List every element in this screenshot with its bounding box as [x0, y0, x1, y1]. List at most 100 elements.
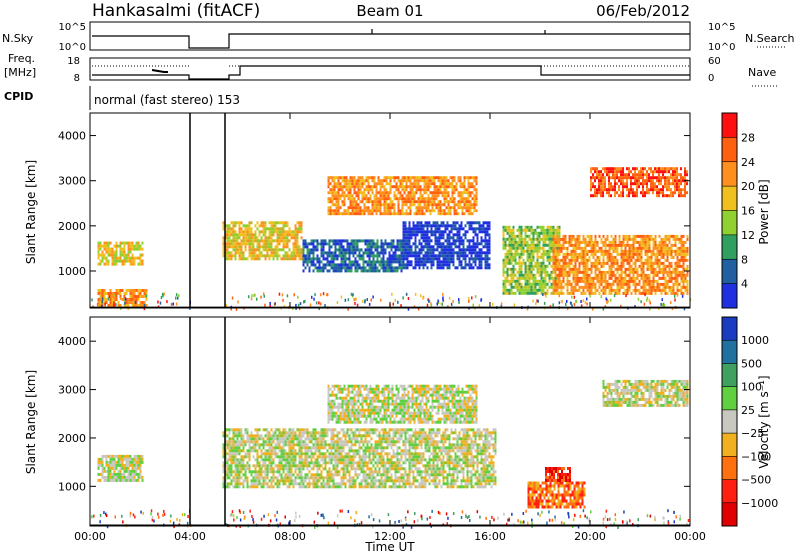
data-cell	[464, 254, 467, 258]
noise-cell	[471, 296, 473, 300]
data-cell	[528, 261, 531, 265]
data-cell	[379, 209, 382, 213]
data-cell	[660, 255, 663, 259]
data-cell	[604, 279, 607, 283]
data-cell	[528, 252, 531, 256]
data-cell	[592, 261, 595, 265]
data-cell	[109, 469, 112, 473]
data-cell	[616, 246, 619, 250]
data-cell	[590, 285, 593, 289]
data-cell	[445, 188, 448, 192]
data-cell	[280, 239, 283, 243]
data-cell	[594, 273, 597, 277]
data-cell	[458, 230, 461, 234]
data-cell	[462, 242, 465, 246]
data-cell	[542, 288, 545, 292]
data-cell	[594, 243, 597, 247]
data-cell	[608, 185, 610, 189]
data-cell	[536, 240, 539, 244]
data-cell	[456, 227, 459, 231]
data-cell	[570, 270, 573, 274]
data-cell	[119, 289, 122, 292]
data-cell	[419, 203, 422, 207]
data-cell	[226, 440, 229, 444]
noise-cell	[309, 303, 312, 307]
data-cell	[454, 239, 457, 243]
data-cell	[111, 472, 114, 476]
data-cell	[614, 258, 617, 262]
data-cell	[276, 257, 279, 261]
data-cell	[434, 227, 437, 231]
data-cell	[117, 475, 120, 479]
data-cell	[672, 234, 675, 238]
data-cell	[618, 276, 621, 280]
data-cell	[103, 298, 106, 301]
data-cell	[333, 203, 336, 207]
data-cell	[432, 251, 435, 255]
data-cell	[526, 243, 529, 247]
data-cell	[640, 167, 642, 171]
data-cell	[450, 257, 453, 261]
data-cell	[562, 243, 565, 247]
data-cell	[133, 463, 136, 467]
data-cell	[528, 285, 531, 289]
data-cell	[357, 194, 360, 198]
data-cell	[99, 247, 102, 251]
data-cell	[441, 179, 444, 183]
data-cell	[242, 254, 245, 258]
data-cell	[337, 182, 340, 186]
data-cell	[430, 266, 433, 270]
data-cell	[389, 179, 392, 183]
data-cell	[284, 242, 287, 246]
data-cell	[131, 469, 134, 473]
data-cell	[335, 200, 338, 204]
data-cell	[644, 173, 646, 177]
data-cell	[392, 266, 395, 270]
data-cell	[510, 228, 513, 232]
data-cell	[592, 194, 594, 198]
data-cell	[568, 270, 571, 274]
data-cell	[115, 463, 118, 467]
data-cell	[666, 194, 668, 198]
data-cell	[618, 252, 621, 256]
data-cell	[600, 276, 603, 280]
data-cell	[506, 261, 509, 265]
data-cell	[512, 279, 515, 283]
data-cell	[127, 454, 130, 458]
data-cell	[395, 176, 398, 180]
noise-cell	[420, 294, 422, 298]
data-cell	[455, 185, 458, 189]
data-cell	[236, 446, 239, 450]
data-cell	[676, 273, 679, 277]
data-cell	[532, 288, 535, 292]
data-cell	[404, 251, 407, 255]
data-cell	[361, 182, 364, 186]
data-cell	[646, 282, 649, 286]
data-cell	[266, 248, 269, 252]
data-cell	[584, 270, 587, 274]
data-cell	[626, 285, 629, 289]
data-cell	[592, 279, 595, 283]
data-cell	[626, 261, 629, 265]
data-cell	[463, 200, 466, 204]
noise-cell	[428, 299, 431, 303]
data-cell	[357, 203, 360, 207]
data-cell	[552, 279, 555, 283]
data-cell	[346, 263, 349, 267]
data-cell	[628, 249, 631, 253]
data-cell	[395, 182, 398, 186]
data-cell	[648, 264, 651, 268]
data-cell	[236, 479, 239, 483]
data-cell	[232, 239, 235, 243]
data-cell	[341, 203, 344, 207]
data-cell	[592, 167, 594, 171]
data-cell	[508, 261, 511, 265]
data-cell	[542, 255, 545, 259]
data-cell	[650, 270, 653, 274]
data-cell	[119, 253, 122, 257]
data-cell	[674, 191, 676, 195]
data-cell	[418, 266, 421, 270]
data-cell	[590, 279, 593, 283]
noise-cell	[283, 305, 286, 308]
